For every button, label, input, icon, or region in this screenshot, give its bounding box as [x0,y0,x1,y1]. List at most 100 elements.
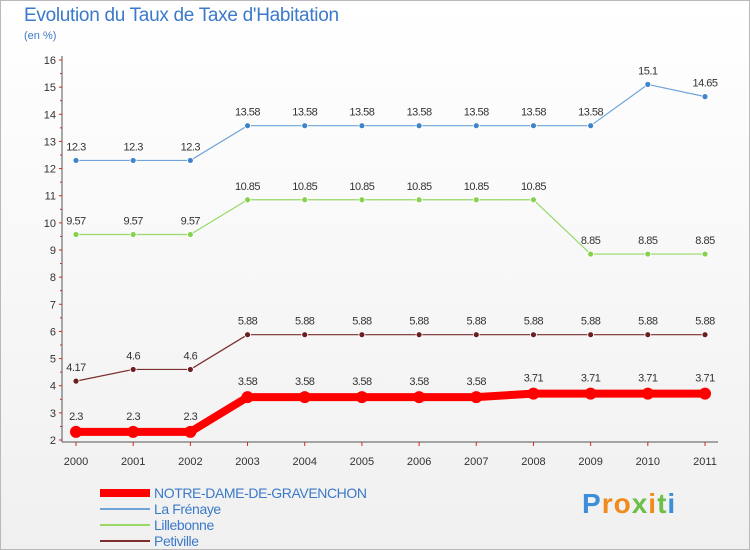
data-point [701,93,709,101]
y-tick-label: 3 [50,408,56,420]
data-point [72,157,80,164]
legend-item-petiville: Petiville [100,533,367,549]
logo-letter: t [657,488,668,519]
data-point [186,366,194,373]
data-label: 13.58 [578,107,603,119]
data-point [644,81,652,88]
legend-label: La Frénaye [154,501,221,517]
y-tick-label: 13 [44,136,56,148]
data-point [244,196,251,204]
data-label: 5.88 [581,316,601,328]
logo-letter: i [648,488,658,519]
x-tick-label: 2009 [578,456,602,468]
data-label: 12.3 [123,141,143,153]
data-point [72,377,80,385]
data-point [358,122,366,130]
x-tick-label: 2000 [64,456,88,468]
x-tick-label: 2001 [121,456,145,468]
data-label: 10.85 [349,181,374,193]
data-label: 10.85 [407,181,432,193]
data-point [644,250,652,258]
data-point [641,387,654,400]
data-point [301,331,309,339]
x-tick-label: 2004 [292,456,316,468]
data-point [186,157,194,164]
y-tick-label: 5 [50,354,56,366]
x-tick-label: 2011 [693,456,717,468]
data-label: 15.1 [638,65,658,77]
data-point [129,157,137,164]
chart-title: Evolution du Taux de Taxe d'Habitation [24,5,339,26]
x-tick-label: 2002 [178,456,202,468]
data-label: 5.88 [295,316,315,328]
x-tick-label: 2008 [521,456,545,468]
data-label: 8.85 [695,235,715,247]
data-point [530,196,537,204]
data-label: 2.3 [183,411,197,423]
data-point [587,331,595,339]
legend-item-notre-dame: NOTRE-DAME-DE-GRAVENCHON [100,485,367,501]
y-tick-label: 9 [50,245,56,257]
data-point [241,391,254,404]
x-tick-label: 2006 [407,456,431,468]
data-label: 2.3 [126,411,140,423]
data-point [70,425,82,438]
legend-swatch [100,524,150,526]
data-label: 13.58 [292,107,317,119]
data-point [184,425,197,438]
data-label: 9.57 [123,216,143,228]
y-tick-label: 10 [44,218,56,230]
legend-swatch [100,489,150,497]
data-label: 14.65 [692,78,717,90]
chart-subtitle: (en %) [24,30,57,42]
data-point [415,331,423,339]
data-label: 3.58 [238,376,258,388]
data-label: 5.88 [695,316,715,328]
y-tick-label: 16 [44,55,56,67]
legend-label: NOTRE-DAME-DE-GRAVENCHON [154,485,367,501]
data-point [701,331,709,339]
data-label: 5.88 [238,316,258,328]
legend-swatch [100,540,150,542]
data-label: 12.3 [66,141,86,153]
y-tick-label: 11 [45,191,56,203]
data-label: 5.88 [467,316,487,328]
y-tick-label: 2 [50,435,56,447]
data-label: 3.58 [467,376,487,388]
data-label: 13.58 [407,107,432,119]
logo-letter: x [631,488,649,519]
data-label: 4.17 [66,362,86,374]
legend-swatch [100,508,150,510]
data-label: 13.58 [464,107,489,119]
data-point [358,196,366,204]
data-label: 3.71 [638,373,658,385]
legend-label: Petiville [154,533,199,549]
data-point [301,122,309,130]
y-tick-label: 15 [44,82,56,94]
y-tick-label: 4 [50,381,56,393]
series-line [75,199,706,255]
chart-legend: NOTRE-DAME-DE-GRAVENCHON La Frénaye Lill… [100,485,367,549]
data-point [701,250,709,258]
data-point [472,196,480,204]
proxiti-logo: Proxiti [582,488,676,520]
y-tick-label: 8 [50,272,56,284]
x-tick-label: 2007 [464,456,488,468]
logo-letter: P [582,488,602,519]
data-point [587,122,595,130]
data-label: 5.88 [638,316,658,328]
data-point [129,231,137,238]
data-label: 10.85 [521,181,546,193]
data-label: 13.58 [349,107,374,119]
y-tick-label: 12 [44,164,56,176]
data-label: 9.57 [181,216,201,228]
logo-letter: o [613,488,632,519]
y-tick-label: 14 [44,109,56,121]
data-label: 3.71 [695,373,715,385]
data-label: 3.71 [524,373,544,385]
data-label: 10.85 [235,181,260,193]
data-point [129,366,137,373]
data-point [415,196,423,204]
